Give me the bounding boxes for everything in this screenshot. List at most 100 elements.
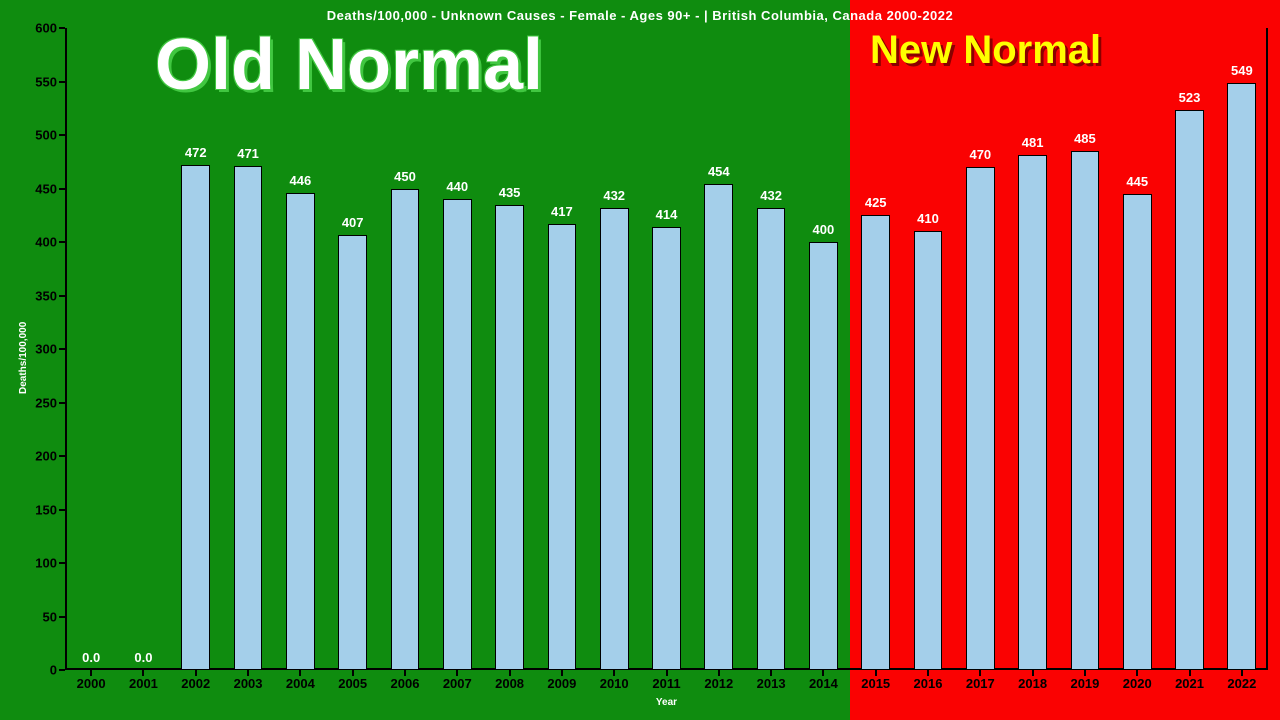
y-tick-mark xyxy=(59,348,65,350)
x-tick-mark xyxy=(927,670,929,676)
bar-value-label: 414 xyxy=(656,207,678,222)
bar xyxy=(338,235,367,670)
bar-value-label: 432 xyxy=(603,188,625,203)
x-tick-mark xyxy=(718,670,720,676)
x-tick-label: 2019 xyxy=(1070,676,1099,691)
y-axis-line xyxy=(65,28,67,670)
bar-value-label: 446 xyxy=(290,173,312,188)
bar-value-label: 470 xyxy=(969,147,991,162)
x-tick-label: 2012 xyxy=(704,676,733,691)
y-tick-mark xyxy=(59,81,65,83)
x-tick-label: 2004 xyxy=(286,676,315,691)
x-tick-mark xyxy=(822,670,824,676)
y-tick-label: 200 xyxy=(17,449,57,464)
y-tick-mark xyxy=(59,669,65,671)
y-tick-label: 350 xyxy=(17,288,57,303)
bar xyxy=(1018,155,1047,670)
y-tick-mark xyxy=(59,27,65,29)
x-tick-label: 2007 xyxy=(443,676,472,691)
bar xyxy=(1175,110,1204,670)
bar-value-label: 471 xyxy=(237,146,259,161)
x-tick-label: 2010 xyxy=(600,676,629,691)
x-tick-label: 2009 xyxy=(547,676,576,691)
x-tick-label: 2013 xyxy=(757,676,786,691)
x-tick-mark xyxy=(1032,670,1034,676)
bar-value-label: 481 xyxy=(1022,135,1044,150)
bar-value-label: 472 xyxy=(185,145,207,160)
bar-value-label: 450 xyxy=(394,169,416,184)
x-tick-label: 2016 xyxy=(914,676,943,691)
x-tick-label: 2006 xyxy=(391,676,420,691)
x-tick-label: 2014 xyxy=(809,676,838,691)
x-tick-mark xyxy=(456,670,458,676)
bar-value-label: 410 xyxy=(917,211,939,226)
bar-value-label: 523 xyxy=(1179,90,1201,105)
x-tick-mark xyxy=(195,670,197,676)
bar-value-label: 407 xyxy=(342,215,364,230)
y-tick-mark xyxy=(59,295,65,297)
chart-title: Deaths/100,000 - Unknown Causes - Female… xyxy=(0,8,1280,23)
bar xyxy=(495,205,524,670)
x-tick-label: 2015 xyxy=(861,676,890,691)
x-tick-label: 2011 xyxy=(652,676,680,691)
x-tick-label: 2003 xyxy=(234,676,263,691)
y-tick-label: 400 xyxy=(17,235,57,250)
x-tick-mark xyxy=(352,670,354,676)
bar xyxy=(966,167,995,670)
y-tick-label: 500 xyxy=(17,128,57,143)
chart-stage: Deaths/100,000 - Unknown Causes - Female… xyxy=(0,0,1280,720)
x-tick-label: 2000 xyxy=(77,676,106,691)
bar xyxy=(234,166,263,670)
y-tick-label: 450 xyxy=(17,181,57,196)
x-tick-label: 2002 xyxy=(181,676,210,691)
x-tick-label: 2017 xyxy=(966,676,995,691)
bar xyxy=(914,231,943,670)
y-tick-mark xyxy=(59,616,65,618)
bar xyxy=(1071,151,1100,670)
bar xyxy=(652,227,681,670)
bar-value-label: 435 xyxy=(499,185,521,200)
x-tick-mark xyxy=(979,670,981,676)
bar xyxy=(600,208,629,670)
x-tick-mark xyxy=(509,670,511,676)
bar-value-label: 440 xyxy=(446,179,468,194)
y-tick-label: 550 xyxy=(17,74,57,89)
x-tick-mark xyxy=(90,670,92,676)
x-tick-label: 2008 xyxy=(495,676,524,691)
x-axis-title: Year xyxy=(65,697,1268,708)
bar xyxy=(443,199,472,670)
x-tick-mark xyxy=(142,670,144,676)
bar-value-label: 485 xyxy=(1074,131,1096,146)
x-tick-mark xyxy=(1189,670,1191,676)
bar-value-label: 432 xyxy=(760,188,782,203)
y-tick-label: 0 xyxy=(17,663,57,678)
bar xyxy=(757,208,786,670)
x-tick-label: 2021 xyxy=(1175,676,1204,691)
bar-value-label: 549 xyxy=(1231,63,1253,78)
x-tick-mark xyxy=(613,670,615,676)
x-tick-mark xyxy=(1084,670,1086,676)
x-tick-label: 2020 xyxy=(1123,676,1152,691)
bar xyxy=(286,193,315,670)
bar xyxy=(391,189,420,671)
x-tick-label: 2005 xyxy=(338,676,367,691)
x-tick-label: 2001 xyxy=(129,676,158,691)
y-tick-mark xyxy=(59,134,65,136)
y-tick-mark xyxy=(59,241,65,243)
bar-value-label: 417 xyxy=(551,204,573,219)
x-tick-label: 2018 xyxy=(1018,676,1047,691)
bar xyxy=(704,184,733,670)
y-tick-mark xyxy=(59,188,65,190)
bar-value-label: 445 xyxy=(1126,174,1148,189)
bar-value-label: 454 xyxy=(708,164,730,179)
bar-value-label: 0.0 xyxy=(82,650,100,665)
x-tick-mark xyxy=(1241,670,1243,676)
y-tick-mark xyxy=(59,402,65,404)
y-tick-label: 600 xyxy=(17,21,57,36)
bar xyxy=(548,224,577,670)
bar xyxy=(181,165,210,670)
y-tick-label: 250 xyxy=(17,395,57,410)
bar xyxy=(1123,194,1152,670)
bar-value-label: 425 xyxy=(865,195,887,210)
x-tick-mark xyxy=(666,670,668,676)
